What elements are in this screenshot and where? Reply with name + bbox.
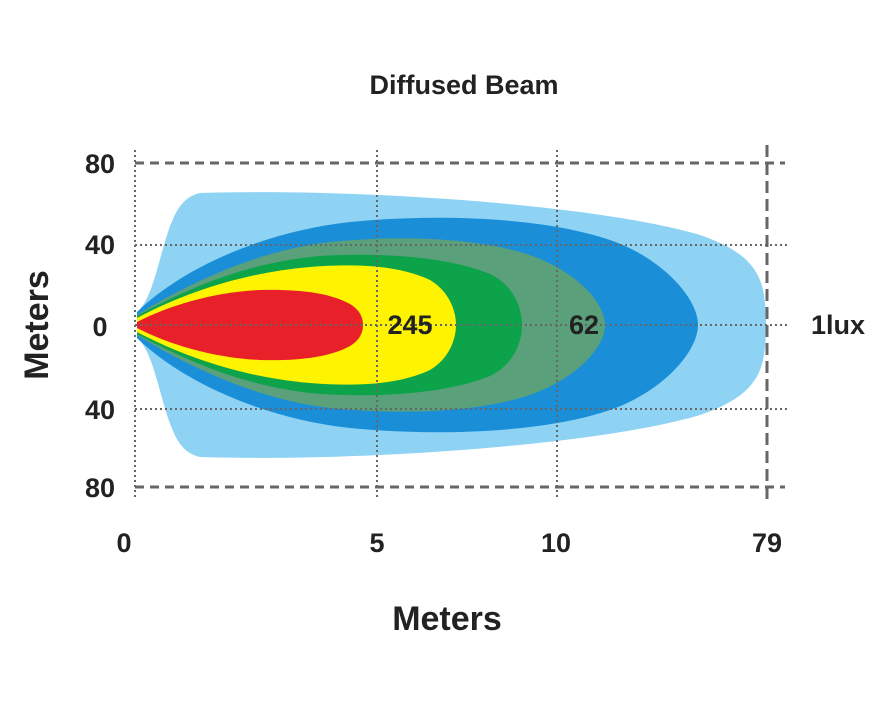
x-axis-label: Meters xyxy=(392,600,502,638)
zone-label-1lux: 1lux xyxy=(811,310,865,340)
zone-label-62: 62 xyxy=(569,310,599,340)
x-tick-label: 0 xyxy=(116,528,131,558)
grid-lines xyxy=(134,145,790,505)
chart-title: Diffused Beam xyxy=(369,70,558,100)
y-axis-label: Meters xyxy=(18,270,56,380)
y-tick-label: 40 xyxy=(85,230,115,260)
y-tick-label: 40 xyxy=(85,395,115,425)
x-tick-label: 10 xyxy=(541,528,571,558)
y-tick-label: 80 xyxy=(85,473,115,503)
x-tick-label: 5 xyxy=(369,528,384,558)
zone-label-245: 245 xyxy=(387,310,432,340)
y-tick-label: 80 xyxy=(85,149,115,179)
x-tick-label: 79 xyxy=(752,528,782,558)
y-tick-label: 0 xyxy=(92,312,107,342)
